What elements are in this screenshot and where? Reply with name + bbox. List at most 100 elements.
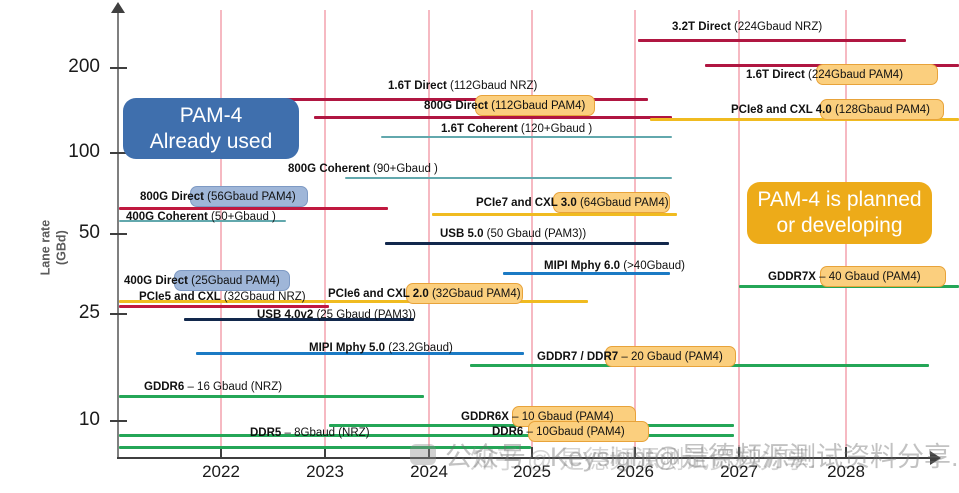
bar-1-6t-coherent	[381, 136, 672, 139]
series-label-1-6t-direct-224: 1.6T Direct (224Gbaud PAM4)	[746, 69, 904, 82]
series-label-rate-mipi-mphy-5-0: (23.2Gbaud)	[388, 342, 453, 354]
bar-pcie8-cxl4	[650, 118, 959, 122]
series-label-name-usb-4-0v2: USB 4.0v2	[257, 309, 317, 321]
x-tick-label-2027: 2027	[720, 462, 758, 481]
series-label-rate-gddr6: – 16 Gbaud (NRZ)	[187, 381, 283, 393]
y-axis-arrow-icon	[111, 2, 125, 13]
series-label-rate-pcie5-cxl: (32Gbaud NRZ)	[223, 291, 306, 303]
highlight-chip-gddr7-ddr7	[605, 346, 736, 367]
highlight-chip-pcie8-cxl4	[820, 99, 944, 120]
x-tick-label-2023: 2023	[306, 462, 344, 481]
bar-usb-5-0	[385, 242, 669, 246]
highlight-chip-gddr7x	[820, 266, 946, 287]
series-label-pcie6-cxl2: PCIe6 and CXL 2.0 (32Gbaud PAM4)	[328, 288, 521, 301]
bar-1-6t-direct-112	[277, 98, 648, 101]
callout-pam4-planned: PAM-4 is planned or developing	[747, 182, 932, 244]
series-label-name-gddr6x: GDDR6X	[461, 411, 513, 423]
x-tick-label-2024: 2024	[410, 462, 448, 481]
y-tick-label-100: 100	[68, 141, 100, 162]
x-tick-label-2025: 2025	[513, 462, 551, 481]
series-label-rate-800g-direct-56: (56Gbaud PAM4)	[207, 191, 296, 203]
gridline-2023	[324, 10, 326, 457]
callout-amber-line2: or developing	[776, 214, 903, 237]
series-label-name-gddr7-ddr7: GDDR7 / DDR7	[537, 351, 622, 363]
series-label-rate-1-6t-direct-112: (112Gbaud NRZ)	[450, 80, 538, 92]
series-label-name-1-6t-direct-112: 1.6T Direct	[388, 80, 450, 92]
series-label-name-ddr5: DDR5	[250, 427, 285, 439]
x-tick-2024	[428, 447, 430, 458]
y-axis-title: Lane rate (GBd)	[38, 188, 69, 308]
series-label-rate-3-2t-direct: (224Gbaud NRZ)	[734, 21, 823, 33]
gridline-2027	[738, 10, 740, 457]
highlight-chip-pcie6-cxl2	[406, 283, 523, 304]
series-label-ddr5: DDR5 – 8Gbaud (NRZ)	[250, 427, 370, 440]
series-label-name-1-6t-coherent: 1.6T Coherent	[441, 123, 521, 135]
y-tick-100	[110, 152, 127, 154]
series-label-gddr6: GDDR6 – 16 Gbaud (NRZ)	[144, 381, 283, 394]
series-label-name-ddr6: DDR6	[492, 426, 527, 438]
series-label-rate-1-6t-direct-224: (224Gbaud PAM4)	[808, 69, 904, 81]
series-label-gddr7-ddr7: GDDR7 / DDR7 – 20 Gbaud (PAM4)	[537, 351, 723, 364]
x-tick-label-2028: 2028	[827, 462, 865, 481]
series-label-gddr6x: GDDR6X – 10 Gbaud (PAM4)	[461, 411, 614, 424]
series-label-name-mipi-mphy-6-0: MIPI Mphy 6.0	[544, 260, 624, 272]
x-tick-label-2026: 2026	[616, 462, 654, 481]
series-label-rate-gddr7x: – 40 Gbaud (PAM4)	[819, 271, 921, 283]
series-label-pcie7-cxl3: PCIe7 and CXL 3.0 (64Gbaud PAM4)	[476, 197, 669, 210]
series-label-rate-pcie7-cxl3: (64Gbaud PAM4)	[579, 197, 669, 209]
y-tick-10	[110, 420, 127, 422]
highlight-chip-800g-direct-56	[190, 186, 308, 207]
bar-800g-direct-112	[314, 116, 672, 119]
series-label-rate-ddr5: – 8Gbaud (NRZ)	[284, 427, 370, 439]
highlight-chip-400g-direct-25	[174, 270, 290, 291]
series-label-rate-pcie8-cxl4: (128Gbaud PAM4)	[834, 104, 931, 116]
gridline-2024	[428, 10, 430, 457]
y-tick-label-200: 200	[68, 56, 100, 77]
bar-3-2t-direct	[638, 39, 906, 42]
series-label-name-3-2t-direct: 3.2T Direct	[672, 21, 734, 33]
y-tick-label-50: 50	[78, 222, 100, 243]
series-label-rate-mipi-mphy-6-0: (>40Gbaud)	[623, 260, 685, 272]
series-label-800g-coherent: 800G Coherent (90+Gbaud )	[288, 163, 438, 176]
x-tick-label-2022: 2022	[202, 462, 240, 481]
x-tick-2028	[845, 447, 847, 458]
series-label-rate-gddr7-ddr7: – 20 Gbaud (PAM4)	[621, 351, 723, 363]
series-label-mipi-mphy-5-0: MIPI Mphy 5.0 (23.2Gbaud)	[309, 342, 453, 355]
series-label-name-800g-coherent: 800G Coherent	[288, 163, 373, 175]
series-label-name-gddr6: GDDR6	[144, 381, 188, 393]
series-label-800g-direct-112: 800G Direct (112Gbaud PAM4)	[424, 100, 586, 113]
bar-400g-direct-25	[119, 305, 329, 308]
series-label-400g-direct-25: 400G Direct (25Gbaud PAM4)	[124, 275, 280, 288]
series-label-name-400g-coherent: 400G Coherent	[126, 211, 211, 223]
x-tick-2023	[324, 447, 326, 458]
callout-amber-line1: PAM-4 is planned	[757, 188, 922, 212]
bar-800g-direct-56	[119, 207, 388, 210]
series-label-usb-5-0: USB 5.0 (50 Gbaud (PAM3))	[440, 228, 586, 241]
series-label-name-pcie5-cxl: PCIe5 and CXL	[139, 291, 224, 303]
series-label-rate-gddr6x: – 10 Gbaud (PAM4)	[512, 411, 614, 423]
series-label-rate-400g-coherent: (50+Gbaud )	[211, 211, 276, 223]
series-label-gddr7x: GDDR7X – 40 Gbaud (PAM4)	[768, 271, 921, 284]
x-tick-2026	[634, 447, 636, 458]
bar-mipi-mphy-5-0	[196, 352, 524, 355]
watermark-secondary: 知乎 @ 是德频源测试资料分享.	[470, 438, 959, 478]
series-label-rate-pcie6-cxl2: (32Gbaud PAM4)	[431, 288, 521, 300]
bar-pcie7-cxl3	[432, 213, 677, 217]
series-label-name-400g-direct-25: 400G Direct	[124, 275, 192, 287]
series-label-1-6t-coherent: 1.6T Coherent (120+Gbaud )	[441, 123, 592, 136]
series-label-name-800g-direct-112: 800G Direct	[424, 100, 492, 112]
bar-gddr6	[119, 395, 424, 398]
series-label-name-gddr7x: GDDR7X	[768, 271, 820, 283]
series-label-name-mipi-mphy-5-0: MIPI Mphy 5.0	[309, 342, 389, 354]
bar-ddr5	[119, 446, 531, 449]
gridline-2022	[220, 10, 222, 457]
x-axis-arrow-icon	[930, 451, 941, 465]
series-label-mipi-mphy-6-0: MIPI Mphy 6.0 (>40Gbaud)	[544, 260, 685, 273]
bar-800g-coherent	[345, 177, 672, 180]
callout-blue-line1: PAM-4	[179, 103, 243, 127]
bar-pcie5-cxl	[119, 300, 323, 304]
series-label-usb-4-0v2: USB 4.0v2 (25 Gbaud (PAM3))	[257, 309, 416, 322]
watermark: 公众号 · Keysight@是德频源测试资料分享.	[410, 432, 959, 476]
series-label-rate-800g-direct-112: (112Gbaud PAM4)	[491, 100, 586, 112]
